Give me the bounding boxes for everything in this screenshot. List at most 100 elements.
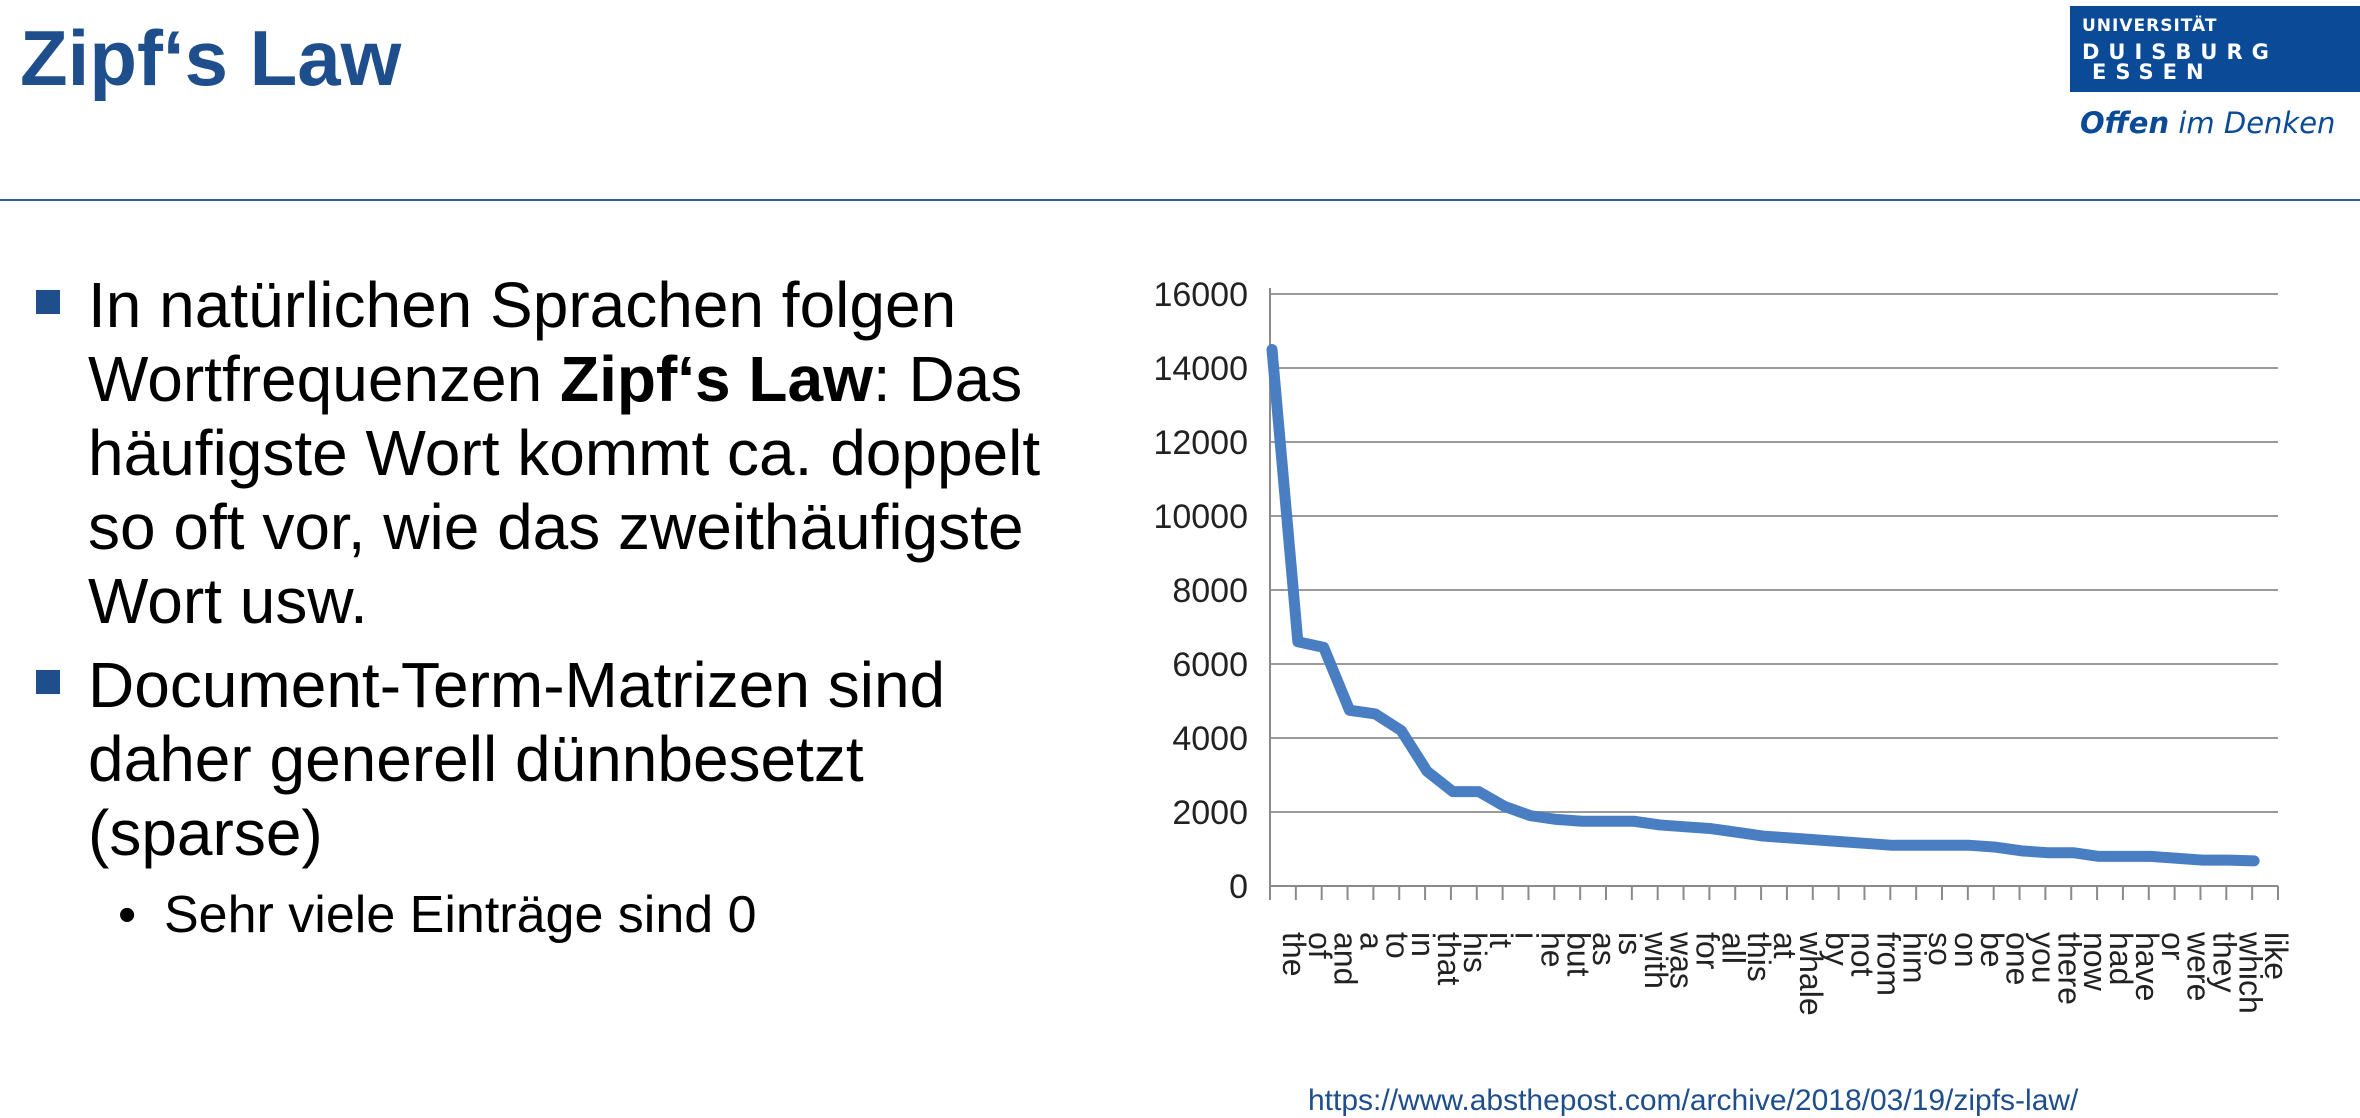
logo-text-line2: DUISBURG (2082, 40, 2278, 64)
dot-bullet-icon: • (118, 886, 137, 944)
zipf-line-chart: 0 2000 4000 6000 8000 10000 12000 14000 16000 the… (1153, 276, 2294, 1016)
logo-text-line3: ESSEN (2092, 60, 2213, 84)
x-category-label: whale (1793, 931, 1829, 1016)
x-category-label: of (1302, 932, 1338, 959)
data-point (2097, 854, 2102, 859)
y-tick-label: 10000 (1153, 498, 1248, 536)
data-point (1580, 819, 1585, 824)
x-category-label: in (1405, 932, 1441, 957)
data-point (1838, 839, 1843, 844)
x-category-label: to (1379, 932, 1415, 959)
y-tick-label: 8000 (1172, 572, 1248, 610)
square-bullet-icon (36, 290, 60, 314)
x-category-label: i (1509, 932, 1545, 939)
y-tick-label: 6000 (1172, 646, 1248, 684)
data-point (1321, 645, 1326, 650)
data-point (1657, 822, 1662, 827)
y-tick-label: 2000 (1172, 794, 1248, 832)
bullet-text-bold: Zipf‘s Law (559, 343, 873, 415)
data-point (2200, 858, 2205, 863)
data-point (1502, 804, 1507, 809)
data-point (1683, 824, 1688, 829)
data-point (2122, 854, 2127, 859)
bullet-item: In natürlichen Sprachen folgen Wortfrequ… (30, 268, 1070, 638)
y-tick-label: 14000 (1153, 350, 1248, 388)
x-category-label: there (2051, 932, 2087, 1005)
square-bullet-icon (36, 670, 60, 694)
x-category-label: not (1845, 932, 1881, 977)
x-category-label: at (1767, 932, 1803, 959)
x-category-label: so (1922, 932, 1958, 966)
data-point (1735, 830, 1740, 835)
logo-text-line1: UNIVERSITÄT (2082, 16, 2218, 36)
data-point (2019, 848, 2024, 853)
data-point (2045, 850, 2050, 855)
data-point (2071, 850, 2076, 855)
slogan-rest: im Denken (2169, 106, 2336, 140)
slogan-bold: Offen (2080, 106, 2170, 140)
y-tick-label: 12000 (1153, 424, 1248, 462)
x-category-label: and (1328, 932, 1364, 985)
x-category-label: had (2103, 932, 2139, 985)
series-line (1266, 344, 2260, 867)
sub-bullet-text: Sehr viele Einträge sind 0 (164, 886, 757, 944)
x-category-label: from (1870, 932, 1906, 996)
x-category-label: it (1483, 932, 1519, 948)
data-point (1993, 845, 1998, 850)
data-point (1890, 843, 1895, 848)
data-point (1631, 819, 1636, 824)
x-category-label: which (2232, 931, 2268, 1014)
data-point (1425, 769, 1430, 774)
bullet-text: : Das häufigste Wort kommt ca. doppelt s… (88, 343, 1041, 637)
x-category-label: all (1715, 932, 1751, 964)
university-logo: UNIVERSITÄT DUISBURG ESSEN (2070, 6, 2360, 92)
x-category-label: that (1431, 932, 1467, 985)
data-point (1942, 843, 1946, 848)
data-point (2148, 854, 2153, 859)
data-point (1450, 789, 1455, 794)
x-category-label: they (2206, 932, 2242, 992)
x-category-label: but (1560, 932, 1596, 977)
y-tick-label: 16000 (1153, 276, 1248, 314)
x-category-label: now (2077, 932, 2113, 992)
data-point (2174, 856, 2179, 861)
data-point (1399, 728, 1404, 733)
data-point (1761, 834, 1766, 839)
x-category-label: the (1276, 932, 1312, 976)
sub-bullet-item: • Sehr viele Einträge sind 0 (30, 880, 1070, 950)
x-category-label: have (2129, 932, 2165, 1001)
data-point (1476, 789, 1481, 794)
data-point (1295, 639, 1300, 644)
data-point (1270, 347, 1274, 352)
header-divider (0, 199, 2360, 201)
bullet-list: In natürlichen Sprachen folgen Wortfrequ… (30, 268, 1070, 950)
data-point (2226, 858, 2231, 863)
x-category-label: like (2258, 932, 2294, 980)
y-tick-label: 0 (1229, 868, 1248, 906)
x-category-label: with (1638, 931, 1674, 989)
data-point (1373, 711, 1378, 716)
data-point (1528, 813, 1533, 818)
slide-title: Zipf‘s Law (20, 14, 402, 102)
x-category-label: were (2181, 931, 2217, 1001)
bullet-text: Document-Term-Matrizen sind daher genere… (88, 649, 946, 869)
data-point (2252, 858, 2257, 863)
data-point (1786, 835, 1791, 840)
x-category-label: was (1664, 931, 1700, 989)
y-tick-label: 4000 (1172, 720, 1248, 758)
data-point (1916, 843, 1921, 848)
x-category-label: is (1612, 932, 1648, 955)
data-point (1864, 841, 1869, 846)
x-category-label: his (1457, 932, 1493, 973)
x-category-label: for (1690, 932, 1726, 970)
x-category-label: a (1354, 932, 1390, 950)
x-category-label: you (2026, 932, 2062, 984)
x-category-label: as (1586, 932, 1622, 966)
bullet-item: Document-Term-Matrizen sind daher genere… (30, 648, 1070, 870)
x-category-label: one (2000, 932, 2036, 985)
data-point (1554, 817, 1559, 822)
x-category-label: by (1819, 932, 1855, 966)
source-link[interactable]: https://www.absthepost.com/archive/2018/… (1308, 1084, 2079, 1117)
x-category-label: be (1974, 932, 2010, 968)
data-point (1606, 819, 1610, 824)
